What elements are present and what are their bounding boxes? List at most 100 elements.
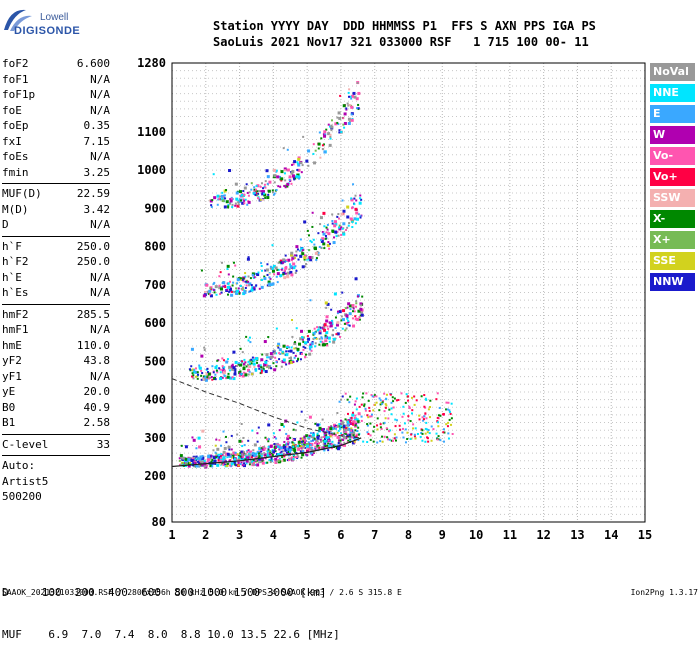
echo-point — [291, 163, 294, 166]
echo-point — [282, 358, 286, 362]
echo-point — [314, 342, 317, 345]
echo-point — [367, 416, 370, 419]
echo-point — [378, 397, 381, 400]
echo-point — [282, 261, 285, 264]
echo-point — [326, 343, 329, 346]
legend-item: W — [650, 126, 695, 144]
echo-point — [273, 181, 276, 184]
echo-point — [297, 175, 301, 179]
echo-point — [337, 445, 341, 449]
echo-point — [357, 91, 361, 95]
echo-point — [356, 318, 360, 322]
echo-point — [244, 361, 247, 364]
echo-point — [334, 230, 338, 234]
echo-point — [381, 435, 384, 438]
param-value: N/A — [90, 369, 110, 383]
echo-point — [269, 267, 272, 270]
echo-point — [301, 249, 304, 252]
echo-point — [341, 421, 345, 425]
echo-point — [219, 377, 223, 381]
echo-point — [319, 438, 322, 441]
echo-point — [316, 329, 319, 332]
echo-point — [332, 423, 336, 427]
echo-point — [191, 436, 194, 439]
echo-point — [297, 258, 300, 261]
echo-point — [292, 447, 296, 451]
echo-point — [190, 347, 194, 351]
echo-point — [356, 107, 359, 110]
echo-point — [212, 173, 215, 176]
echo-point — [324, 334, 327, 337]
echo-point — [343, 322, 346, 325]
echo-point — [363, 404, 366, 407]
echo-point — [251, 463, 254, 466]
param-row: MUF(D) 22.59 — [2, 187, 110, 203]
echo-point — [301, 265, 305, 269]
echo-point — [224, 461, 227, 464]
echo-point — [239, 284, 242, 287]
echo-point — [337, 111, 341, 115]
echo-point — [260, 371, 263, 374]
echo-point — [228, 454, 232, 458]
echo-point — [321, 148, 324, 151]
echo-point — [259, 198, 262, 201]
echo-point — [293, 448, 297, 452]
echo-point — [249, 451, 252, 454]
echo-point — [328, 247, 331, 250]
echo-point — [237, 203, 240, 206]
param-value: N/A — [90, 72, 110, 86]
echo-point — [243, 358, 246, 361]
echo-point — [201, 456, 205, 460]
echo-point — [356, 81, 359, 84]
echo-point — [294, 265, 297, 268]
echo-point — [296, 444, 299, 447]
y-tick-label: 1280 — [137, 56, 166, 70]
echo-point — [229, 464, 232, 467]
echo-point — [222, 368, 225, 371]
echo-point — [219, 292, 222, 295]
echo-point — [345, 108, 348, 111]
echo-point — [300, 247, 304, 251]
echo-point — [356, 418, 359, 421]
echo-point — [182, 456, 186, 460]
echo-point — [270, 367, 273, 370]
echo-point — [214, 462, 217, 465]
echo-point — [258, 287, 261, 290]
echo-point — [380, 427, 383, 430]
echo-point — [230, 197, 233, 200]
echo-point — [340, 233, 343, 236]
echo-point — [269, 461, 272, 464]
echo-point — [347, 433, 350, 436]
echo-point — [325, 436, 329, 440]
echo-point — [225, 463, 229, 467]
echo-point — [203, 348, 206, 351]
echo-point — [260, 450, 263, 453]
echo-point — [352, 434, 355, 437]
echo-point — [203, 376, 206, 379]
echo-point — [266, 182, 269, 185]
echo-point — [198, 459, 201, 462]
echo-point — [239, 363, 243, 367]
echo-point — [292, 360, 295, 363]
echo-point — [228, 459, 231, 462]
echo-point — [225, 441, 228, 444]
param-row: hmF2 285.5 — [2, 308, 110, 324]
echo-point — [328, 436, 331, 439]
echo-point — [232, 451, 236, 455]
echo-point — [205, 372, 209, 376]
echo-point — [287, 350, 290, 353]
echo-point — [341, 327, 344, 330]
echo-point — [251, 356, 254, 359]
echo-point — [276, 444, 279, 447]
echo-point — [284, 254, 287, 257]
echo-point — [341, 420, 344, 423]
echo-point — [385, 427, 388, 430]
echo-point — [258, 367, 261, 370]
echo-point — [416, 433, 419, 436]
echo-point — [287, 346, 290, 349]
echo-point — [357, 309, 361, 313]
echo-point — [325, 128, 328, 131]
echo-point — [225, 189, 228, 192]
echo-point — [338, 129, 341, 132]
echo-point — [277, 261, 280, 264]
